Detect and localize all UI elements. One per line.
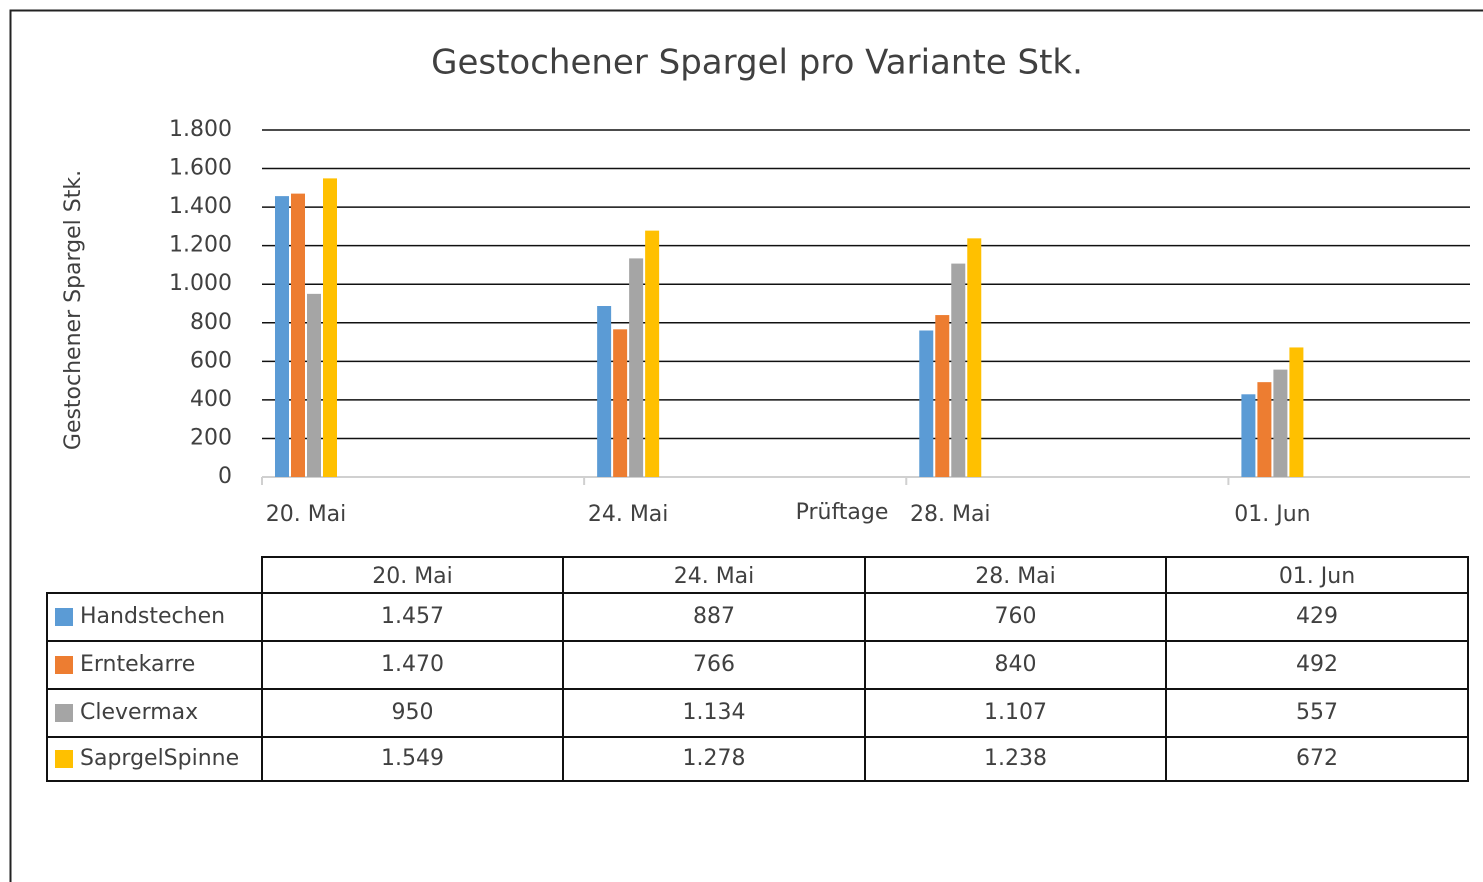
x-tick-label: 28. Mai [910, 502, 991, 527]
y-tick-label: 600 [190, 348, 232, 373]
legend-label: Handstechen [80, 604, 225, 629]
table-cell: 1.549 [381, 746, 444, 771]
table-body-box [46, 592, 1469, 782]
bar [291, 193, 305, 477]
table-header: 24. Mai [674, 564, 755, 589]
x-axis-title: Prüftage [796, 500, 889, 525]
table-cell: 1.238 [984, 746, 1047, 771]
y-tick-label: 0 [218, 464, 232, 489]
y-tick-label: 400 [190, 387, 232, 412]
table-cell: 1.470 [381, 652, 444, 677]
table-cell: 672 [1296, 746, 1338, 771]
bar [645, 230, 660, 477]
y-tick-label: 1.000 [169, 271, 232, 296]
y-tick-label: 1.600 [169, 156, 232, 181]
x-tick-label: 20. Mai [266, 502, 347, 527]
y-tick-label: 1.800 [169, 117, 232, 142]
bar [629, 258, 644, 477]
y-tick-label: 1.400 [169, 194, 232, 219]
bar [1257, 382, 1272, 477]
table-cell: 429 [1296, 604, 1338, 629]
y-axis-title: Gestochener Spargel Stk. [61, 170, 86, 450]
bar [323, 178, 337, 478]
table-cell: 887 [693, 604, 735, 629]
x-tick-label: 24. Mai [588, 502, 669, 527]
bar [275, 196, 289, 477]
bar [967, 238, 982, 477]
table-cell: 492 [1296, 652, 1338, 677]
table-cell: 766 [693, 652, 735, 677]
table-cell: 1.278 [683, 746, 746, 771]
table-cell: 1.107 [984, 700, 1047, 725]
table-cell: 840 [995, 652, 1037, 677]
bar [597, 306, 612, 477]
table-cell: 557 [1296, 700, 1338, 725]
legend-swatch [55, 750, 73, 768]
bar [1273, 369, 1288, 477]
y-tick-label: 800 [190, 310, 232, 335]
y-tick-label: 1.200 [169, 233, 232, 258]
bar [307, 293, 321, 477]
bar [951, 263, 966, 477]
chart-title: Gestochener Spargel pro Variante Stk. [431, 43, 1083, 83]
table-cell: 1.457 [381, 604, 444, 629]
legend-swatch [55, 704, 73, 722]
x-tick-label: 01. Jun [1234, 502, 1310, 527]
table-cell: 950 [392, 700, 434, 725]
legend-swatch [55, 608, 73, 626]
legend-label: Erntekarre [80, 652, 195, 677]
bar [613, 329, 628, 477]
bar [919, 330, 934, 477]
table-cell: 1.134 [683, 700, 746, 725]
table-cell: 760 [995, 604, 1037, 629]
legend-label: Clevermax [80, 700, 198, 725]
bar [1289, 347, 1304, 477]
table-header: 20. Mai [372, 564, 453, 589]
y-tick-label: 200 [190, 425, 232, 450]
bar [935, 315, 950, 477]
table-header: 28. Mai [975, 564, 1056, 589]
bar [1241, 394, 1256, 477]
legend-label: SaprgelSpinne [80, 746, 239, 771]
table-header: 01. Jun [1279, 564, 1355, 589]
legend-swatch [55, 656, 73, 674]
